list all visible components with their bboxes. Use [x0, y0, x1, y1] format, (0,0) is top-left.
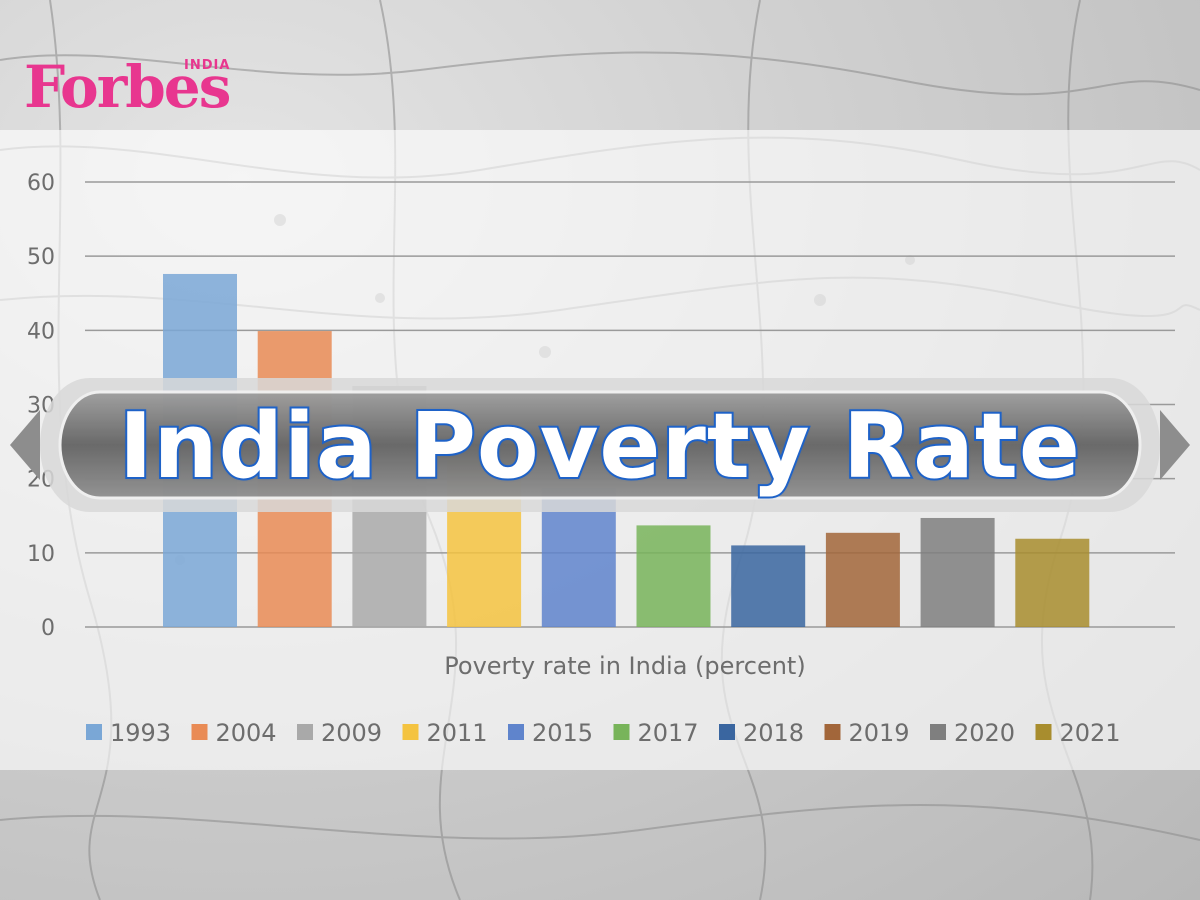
- legend-swatch-2021: [1035, 724, 1052, 740]
- y-tick-label: 50: [27, 245, 55, 270]
- legend-label-2021: 2021: [1060, 719, 1121, 747]
- y-tick-label: 60: [27, 171, 55, 196]
- legend-swatch-1993: [86, 724, 102, 740]
- banner-frame: [10, 378, 1190, 512]
- title-banner: India Poverty Rate: [0, 370, 1200, 520]
- bars: [163, 273, 1090, 627]
- y-tick-label: 40: [27, 319, 55, 344]
- legend-swatch-2017: [613, 724, 630, 740]
- logo-subtext: INDIA: [184, 58, 231, 73]
- bar-2020: [920, 517, 995, 627]
- bar-2018: [731, 545, 806, 627]
- legend-label-2018: 2018: [743, 719, 804, 747]
- legend-label-1993: 1993: [110, 719, 171, 747]
- forbes-india-logo: Forbes INDIA: [24, 52, 264, 132]
- bar-2017: [636, 525, 711, 627]
- legend-label-2009: 2009: [321, 719, 382, 747]
- legend-swatch-2011: [402, 724, 419, 740]
- legend-swatch-2015: [508, 724, 524, 740]
- y-tick-label: 10: [27, 542, 55, 567]
- x-axis-label: Poverty rate in India (percent): [444, 652, 805, 680]
- legend-label-2004: 2004: [216, 719, 277, 747]
- legend-label-2017: 2017: [638, 719, 699, 747]
- bar-2019: [825, 532, 900, 627]
- legend: 1993 2004 2009 2011 2015 2017 2018 2019 2020 2021: [86, 719, 1121, 747]
- y-tick-label: 0: [41, 616, 55, 641]
- legend-label-2011: 2011: [427, 719, 488, 747]
- legend-label-2020: 2020: [954, 719, 1015, 747]
- legend-swatch-2019: [824, 724, 841, 740]
- banner-title: India Poverty Rate: [117, 392, 1082, 501]
- legend-swatch-2009: [297, 724, 313, 740]
- bar-2021: [1015, 538, 1090, 627]
- legend-label-2019: 2019: [849, 719, 910, 747]
- legend-label-2015: 2015: [532, 719, 593, 747]
- legend-swatch-2020: [930, 724, 946, 740]
- logo-wordmark: Forbes: [24, 53, 231, 121]
- legend-swatch-2004: [191, 724, 208, 740]
- legend-swatch-2018: [719, 724, 735, 740]
